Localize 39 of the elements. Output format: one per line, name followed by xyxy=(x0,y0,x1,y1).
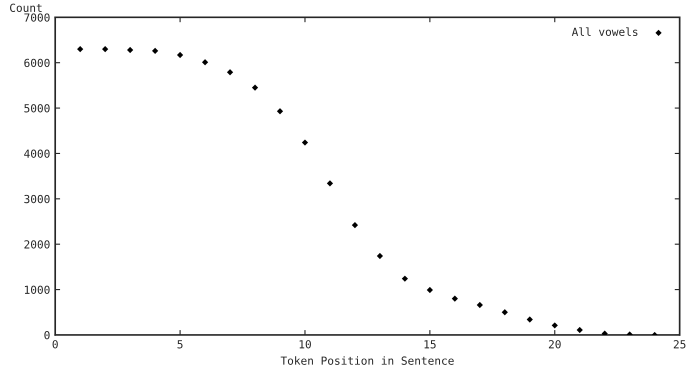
y-tick-label: 6000 xyxy=(24,58,50,68)
point xyxy=(326,180,334,187)
point xyxy=(376,252,384,260)
x-tick-label: 25 xyxy=(674,340,686,348)
point xyxy=(552,322,558,329)
point xyxy=(252,84,258,91)
point xyxy=(502,309,508,316)
x-axis-title: Token Position in Sentence xyxy=(280,356,454,365)
y-tick-label: 5000 xyxy=(24,104,50,112)
point xyxy=(127,46,134,54)
point xyxy=(226,69,234,76)
point xyxy=(276,108,284,114)
point xyxy=(302,139,308,146)
point xyxy=(352,222,358,228)
point xyxy=(77,46,84,52)
x-tick-label: 15 xyxy=(424,340,436,348)
y-tick-label: 7000 xyxy=(24,13,50,22)
point xyxy=(402,276,408,282)
point xyxy=(202,59,208,66)
point xyxy=(576,326,583,334)
point xyxy=(176,52,184,58)
y-axis-title: Count xyxy=(10,4,42,12)
y-tick-label: 0 xyxy=(44,330,50,340)
y-tick-label: 3000 xyxy=(24,194,50,204)
point xyxy=(602,330,608,335)
x-tick-label: 0 xyxy=(52,340,58,348)
x-tick-label: 10 xyxy=(300,340,311,348)
point xyxy=(102,46,108,52)
point xyxy=(426,286,433,294)
x-tick-label: 20 xyxy=(548,340,561,348)
legend-label: All vowels xyxy=(572,27,638,36)
x-tick-label: 5 xyxy=(178,340,183,348)
point xyxy=(452,296,458,302)
point xyxy=(476,302,483,308)
y-tick-label: 2000 xyxy=(24,240,50,249)
y-tick-label: 1000 xyxy=(24,286,50,294)
y-tick-label: 4000 xyxy=(24,149,50,158)
point xyxy=(526,316,533,323)
point xyxy=(152,48,158,54)
